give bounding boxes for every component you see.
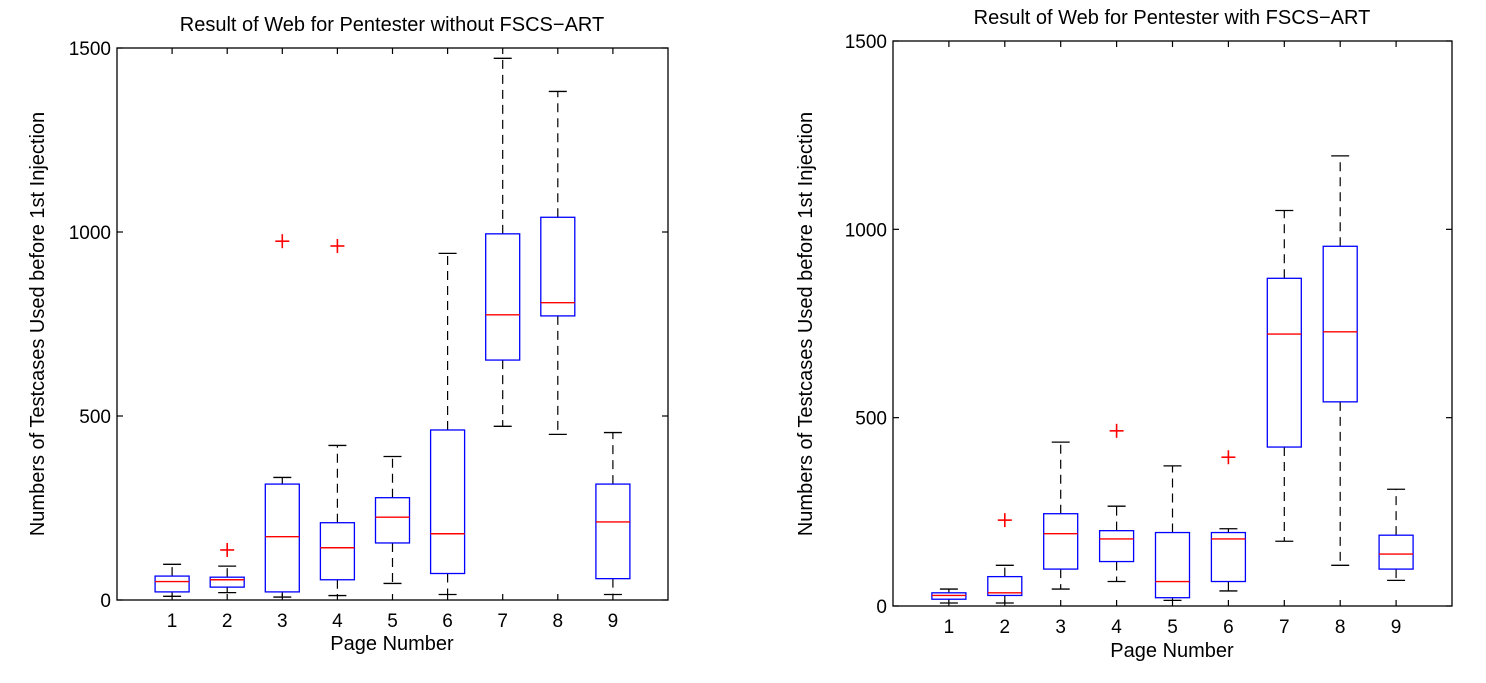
iqr-box [319,522,356,581]
x-axis-label: Page Number [330,633,454,655]
outlier-marker [1109,423,1124,438]
x-tick-label: 1 [167,611,178,632]
x-tick-label: 5 [1167,617,1178,638]
iqr-box [485,233,521,361]
y-tick-label: 500 [855,409,887,430]
x-tick-label: 2 [222,611,233,632]
y-tick-label: 0 [100,591,111,612]
x-tick-label: 9 [608,611,619,632]
box-3 [264,234,300,598]
x-tick-label: 2 [1000,617,1011,638]
iqr-box [595,483,631,580]
x-tick-label: 8 [553,611,564,632]
x-axis-label: Page Number [1110,640,1234,662]
x-tick-label: 7 [497,611,508,632]
iqr-box [429,429,466,575]
x-tick-label: 9 [1391,617,1402,638]
iqr-box [264,483,300,593]
x-tick-label: 4 [332,611,343,632]
iqr-box [1043,513,1079,570]
iqr-box [1266,277,1302,448]
outlier-marker [997,513,1012,528]
x-tick-label: 7 [1279,617,1290,638]
plot-frame [892,40,1453,607]
box-8 [540,90,576,436]
iqr-box [540,216,576,317]
chart-left: Result of Web for Pentester without FSCS… [27,14,669,655]
iqr-box [1154,531,1191,599]
box-9 [595,431,631,596]
x-tick-label: 6 [442,611,453,632]
iqr-box [374,497,411,544]
iqr-box [987,575,1023,597]
box-2 [987,513,1023,604]
x-tick-label: 3 [1055,617,1066,638]
box-4 [319,238,356,597]
y-axis-label: Numbers of Testcases Used before 1st Inj… [795,112,817,536]
x-tick-label: 5 [387,611,398,632]
outlier-marker [220,542,235,557]
box-2 [209,542,245,594]
x-tick-label: 1 [944,617,955,638]
iqr-box [1210,531,1247,583]
y-tick-label: 0 [876,597,887,618]
box-3 [1043,441,1079,590]
box-6 [1210,450,1247,592]
iqr-box [1098,530,1135,563]
box-5 [1154,465,1191,601]
iqr-box [209,576,245,588]
chart-title: Result of Web for Pentester without FSCS… [180,14,604,36]
iqr-box [1322,245,1358,403]
box-4 [1098,423,1135,583]
iqr-box [154,575,190,593]
box-9 [1378,488,1414,582]
y-tick-label: 500 [79,407,111,428]
box-7 [485,57,521,427]
x-tick-label: 6 [1223,617,1234,638]
box-1 [154,563,190,597]
y-tick-label: 1000 [69,223,111,244]
box-6 [429,252,466,596]
outlier-marker [330,238,345,253]
y-tick-label: 1000 [845,220,887,241]
y-tick-label: 1500 [69,39,111,60]
box-1 [931,588,967,604]
box-8 [1322,155,1358,566]
outlier-marker [1221,450,1236,465]
outlier-marker [275,234,290,249]
y-axis-label: Numbers of Testcases Used before 1st Inj… [27,112,49,536]
box-5 [374,455,411,585]
iqr-box [1378,534,1414,570]
y-tick-label: 1500 [845,32,887,53]
chart-title: Result of Web for Pentester with FSCS−AR… [974,7,1371,29]
box-7 [1266,209,1302,542]
x-tick-label: 3 [277,611,288,632]
chart-right: Result of Web for Pentester with FSCS−AR… [795,7,1453,662]
x-tick-label: 8 [1335,617,1346,638]
x-tick-label: 4 [1111,617,1122,638]
